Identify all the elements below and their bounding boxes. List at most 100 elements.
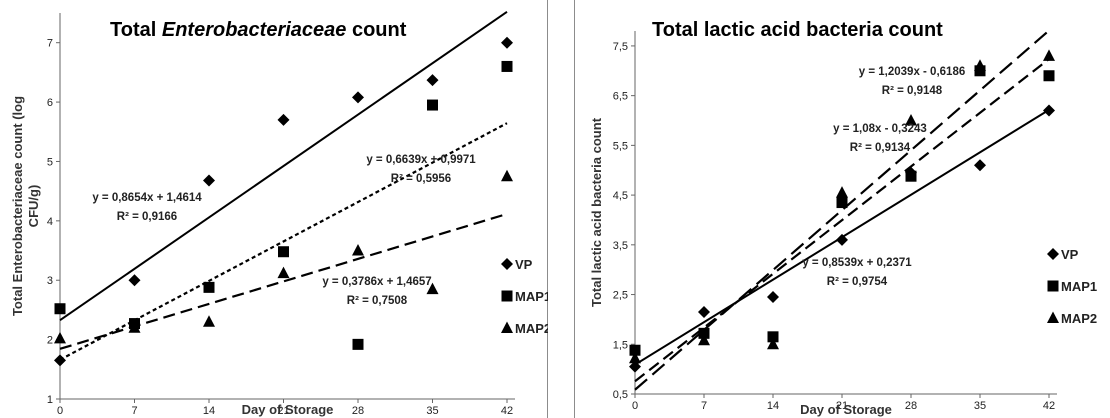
enterobacteriaceae-chart: 1 2 3 4 5 6 7 0 7 14 21 28 35 42 Day of Storage Total E… [10, 11, 548, 417]
point-vp [128, 274, 141, 287]
point-map1 [203, 281, 215, 293]
equation-map1: y = 0,6639x + 0,9971 [366, 154, 476, 166]
x-tick-label: 21 [836, 400, 848, 412]
legend-label-vp: VP [515, 257, 533, 272]
point-map1 [501, 60, 513, 72]
point-map2 [128, 321, 141, 333]
point-map1 [278, 246, 289, 258]
point-vp [352, 91, 364, 104]
y-tick-label: 5 [47, 156, 53, 168]
x-tick-label: 7 [131, 405, 137, 417]
point-map2 [698, 333, 710, 346]
y-tick-label: 7 [47, 38, 53, 50]
x-tick-label: 28 [905, 400, 917, 412]
y-tick-label: 3 [47, 275, 53, 287]
x-tick-label: 7 [701, 400, 707, 412]
y-tick-label: 4 [47, 216, 53, 228]
legend-label-vp: VP [1061, 247, 1079, 262]
point-map1 [767, 331, 779, 343]
y-tick-label: 1 [47, 394, 53, 406]
legend-marker-map1 [1047, 280, 1059, 292]
point-vp [698, 305, 710, 318]
equation-vp: y = 0,8654x + 1,4614 [92, 192, 202, 204]
point-map1 [698, 327, 710, 339]
point-vp [501, 36, 513, 49]
point-map2 [905, 114, 917, 126]
trendline-vp [59, 11, 508, 322]
trendline-map2 [59, 212, 508, 350]
point-map2 [1043, 49, 1055, 61]
point-map1 [1043, 70, 1055, 82]
point-map1 [836, 197, 848, 209]
y-tick-label: 5,5 [613, 140, 628, 152]
point-map1 [352, 338, 364, 350]
point-map2 [629, 351, 641, 364]
equation-map1: y = 1,08x - 0,3243 [833, 123, 927, 135]
x-tick-label: 28 [352, 405, 364, 417]
legend-marker-vp [1047, 248, 1059, 260]
point-map2 [352, 244, 364, 256]
r-squared-map2: R² = 0,7508 [347, 295, 408, 307]
x-tick-label: 0 [57, 405, 63, 417]
x-tick-label: 0 [632, 400, 638, 412]
equation-map2: y = 0,3786x + 1,4657 [322, 276, 431, 288]
y-tick-label: 4,5 [613, 190, 628, 202]
point-map1 [427, 99, 438, 111]
y-tick-label: 7,5 [613, 41, 628, 53]
equation-map2: y = 1,2039x - 0,6186 [859, 66, 965, 78]
point-map2 [426, 282, 439, 295]
trendline-map2 [634, 29, 1050, 391]
x-tick-label: 14 [767, 400, 779, 412]
point-vp [629, 360, 641, 373]
x-tick-label: 14 [203, 405, 215, 417]
point-vp [54, 354, 66, 367]
point-vp [836, 233, 848, 246]
equation-vp: y = 0,8539x + 0,2371 [802, 257, 912, 269]
legend-label-map2: MAP2 [1061, 311, 1097, 326]
y-axis-label: Total lactic acid bacteria count [589, 117, 604, 307]
lactic-acid-bacteria-chart-panel: 0,5 1,5 2,5 3,5 4,5 5,5 6,5 7,5 0 7 14 21 28 35 42 Day … [574, 0, 1110, 418]
trendline-map1 [634, 58, 1050, 383]
point-map2 [767, 337, 779, 350]
y-tick-label: 3,5 [613, 240, 628, 252]
point-vp [203, 174, 215, 187]
point-map2 [974, 59, 986, 71]
y-tick-label: 2,5 [613, 290, 628, 302]
enterobacteriaceae-chart-panel: 1 2 3 4 5 6 7 0 7 14 21 28 35 42 Day of Storage Total E… [0, 0, 548, 418]
r-squared-map2: R² = 0,9148 [882, 85, 943, 97]
legend-marker-map2 [501, 321, 513, 333]
legend-marker-map2 [1047, 311, 1059, 323]
y-tick-label: 1,5 [613, 339, 628, 351]
x-axis-label: Day of Storage [800, 402, 892, 417]
point-map1 [905, 170, 917, 182]
legend-marker-map1 [501, 290, 513, 302]
chart-title: Total Enterobacteriaceae count [110, 19, 407, 41]
y-tick-label: 6,5 [613, 91, 628, 103]
legend-label-map1: MAP1 [1061, 279, 1097, 294]
x-tick-label: 21 [277, 405, 289, 417]
y-tick-label: 6 [47, 97, 53, 109]
x-tick-label: 42 [501, 405, 513, 417]
point-map1 [54, 303, 66, 315]
point-vp [426, 74, 439, 87]
point-map2 [54, 331, 66, 344]
legend-marker-vp [501, 258, 513, 270]
chart-title: Total lactic acid bacteria count [652, 19, 943, 41]
y-axis-label-line2: CFU/g) [26, 185, 41, 228]
x-tick-label: 42 [1043, 400, 1055, 412]
y-tick-label: 2 [47, 335, 53, 347]
point-map2 [277, 266, 290, 279]
point-map1 [629, 344, 641, 356]
point-map2 [836, 186, 848, 198]
x-axis-label: Day of Storage [242, 402, 334, 417]
y-axis-label: Total Enterobacteriaceae count (log [10, 96, 25, 316]
x-tick-label: 35 [426, 405, 438, 417]
point-vp [1043, 104, 1055, 117]
r-squared-vp: R² = 0,9166 [117, 211, 177, 223]
lactic-acid-bacteria-chart: 0,5 1,5 2,5 3,5 4,5 5,5 6,5 7,5 0 7 14 21 28 35 42 Day … [589, 19, 1097, 417]
x-tick-label: 35 [974, 400, 986, 412]
point-vp [277, 113, 290, 126]
point-map2 [501, 169, 513, 182]
legend-label-map1: MAP1 [515, 289, 548, 304]
r-squared-map1: R² = 0,5956 [391, 173, 451, 185]
